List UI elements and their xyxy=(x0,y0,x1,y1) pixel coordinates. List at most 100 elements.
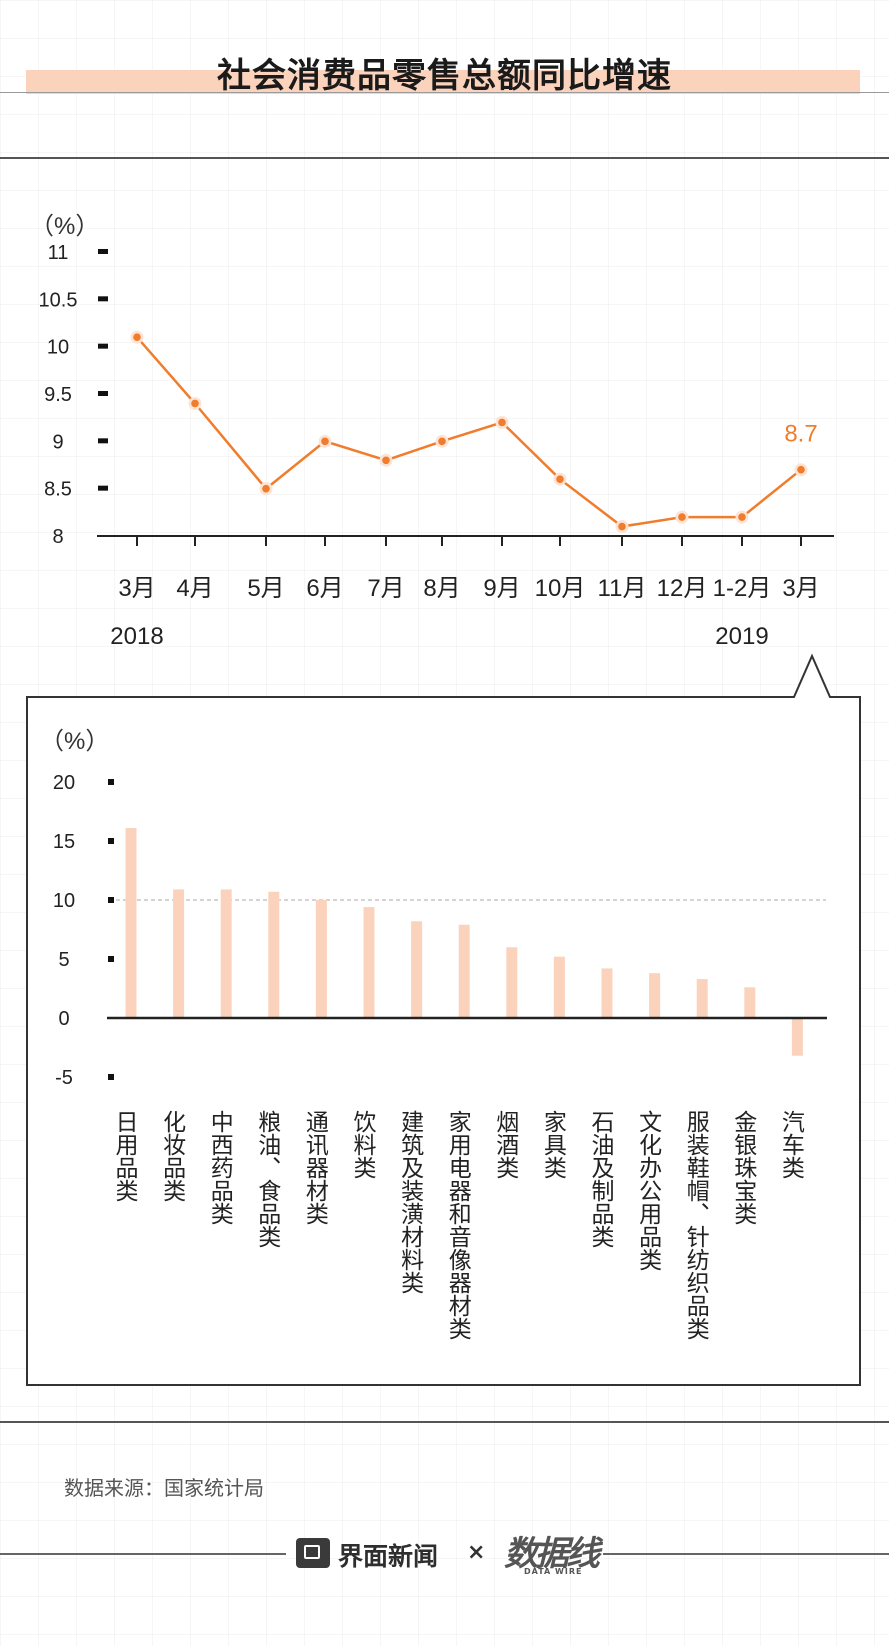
line-x-tick-label: 10月 xyxy=(535,575,586,602)
bar-y-tick-mark xyxy=(108,838,114,844)
data-source: 数据来源：国家统计局 xyxy=(64,1476,264,1500)
bar xyxy=(315,900,327,1018)
line-year-label: 2018 xyxy=(110,623,163,650)
line-x-tick-label: 8月 xyxy=(423,575,460,602)
bar xyxy=(220,889,232,1018)
line-point xyxy=(133,333,141,341)
line-point xyxy=(382,456,390,465)
line-y-tick-mark xyxy=(98,390,108,396)
bar-y-tick-label: 20 xyxy=(53,772,75,794)
line-y-tick-mark xyxy=(98,438,108,444)
footer-line-left xyxy=(0,1553,286,1555)
bar-panel xyxy=(26,653,861,1386)
line-y-tick-mark xyxy=(98,296,108,302)
bar-category-label: 粮油、食品类 xyxy=(255,1110,282,1248)
line-point xyxy=(556,475,564,483)
line-y-tick-label: 9.5 xyxy=(44,384,72,406)
line-y-tick-label: 8 xyxy=(52,526,63,548)
bar-category-label: 化妆品类 xyxy=(160,1110,187,1202)
bar-y-tick-mark xyxy=(108,956,114,962)
bar-category-label: 通讯器材类 xyxy=(302,1110,329,1225)
bar-y-tick-label: 10 xyxy=(53,890,75,912)
bar xyxy=(458,924,470,1018)
bar xyxy=(506,947,518,1018)
bar-y-tick-mark xyxy=(108,1074,114,1080)
line-point xyxy=(191,399,199,408)
bar-category-label: 饮料类 xyxy=(350,1110,377,1179)
line-y-tick-label: 9 xyxy=(52,431,63,453)
line-point xyxy=(738,513,746,521)
bar-category-label: 家具类 xyxy=(540,1110,567,1179)
line-y-tick-mark xyxy=(98,485,108,491)
line-point xyxy=(618,522,626,531)
line-chart: （%） 8 8.5 9 9.5 10 10.5 11 3月 4月 5月 6月 7月 8月 9月 10月 11月 1… xyxy=(30,213,834,650)
jiemian-logo-text: 界面新闻 xyxy=(338,1542,439,1571)
line-x-tick-label: 1-2月 xyxy=(713,575,772,602)
bar xyxy=(696,979,708,1018)
bar-category-label: 金银珠宝类 xyxy=(731,1110,758,1225)
bar-category-label: 石油及制品类 xyxy=(588,1110,615,1248)
line-point xyxy=(262,484,270,493)
bar-y-tick-label: -5 xyxy=(55,1067,73,1089)
bar-category-label: 家用电器和音像器材类 xyxy=(445,1110,472,1340)
title-highlight-band xyxy=(26,70,860,94)
line-x-tick-label: 7月 xyxy=(367,575,404,602)
line-x-tick-label: 5月 xyxy=(247,575,284,602)
bar-category-label: 建筑及装潢材料类 xyxy=(398,1110,425,1294)
bar-panel-border xyxy=(26,653,861,1386)
bar xyxy=(268,891,280,1018)
line-point xyxy=(498,418,506,427)
bar-y-tick-label: 15 xyxy=(53,831,75,853)
bar xyxy=(553,956,565,1018)
line-x-tick-label: 11月 xyxy=(598,575,647,602)
line-point xyxy=(438,437,446,446)
line-y-tick-label: 11 xyxy=(48,242,69,264)
line-point xyxy=(797,465,805,474)
jiemian-logo-icon xyxy=(296,1538,330,1568)
bar-category-label: 中西药品类 xyxy=(207,1110,233,1225)
bar-category-label: 服装鞋帽、针纺织品类 xyxy=(683,1110,710,1340)
line-x-tick-label: 12月 xyxy=(657,575,708,602)
times-sign: × xyxy=(467,1540,486,1565)
title-underline xyxy=(0,92,889,93)
bar xyxy=(125,828,137,1018)
bar xyxy=(173,889,185,1018)
bar-y-tick-mark xyxy=(108,779,114,785)
bar xyxy=(791,1018,803,1056)
line-x-tick-label: 4月 xyxy=(176,575,213,602)
bar xyxy=(411,921,423,1018)
bar-category-label: 日用品类 xyxy=(112,1110,139,1202)
line-y-tick-label: 10.5 xyxy=(39,289,78,311)
datawire-sub: DATA WIRE xyxy=(524,1567,583,1576)
line-unit-label: （%） xyxy=(30,213,99,240)
line-x-tick-label: 6月 xyxy=(306,575,343,602)
bar-category-label: 烟酒类 xyxy=(493,1110,520,1179)
bar-category-label: 文化办公用品类 xyxy=(636,1110,663,1271)
bar xyxy=(744,987,756,1018)
datawire-logo: 数据线 xyxy=(504,1534,600,1574)
bar-category-label: 汽车类 xyxy=(778,1110,805,1179)
bar-panel-frame xyxy=(26,653,861,1386)
line-point xyxy=(321,437,329,446)
line-annotation: 8.7 xyxy=(784,421,817,448)
page-title: 社会消费品零售总额同比增速 xyxy=(217,56,672,96)
line-year-label: 2019 xyxy=(715,623,768,650)
line-series xyxy=(136,336,802,528)
bar-y-tick-label: 5 xyxy=(58,949,69,971)
line-y-tick-label: 10 xyxy=(47,337,69,359)
bar-y-tick-label: 0 xyxy=(58,1008,69,1030)
line-x-tick-label: 3月 xyxy=(118,575,155,602)
header-divider xyxy=(0,157,889,159)
footer-line-right xyxy=(603,1553,889,1555)
bar xyxy=(601,968,613,1018)
bar xyxy=(363,907,375,1018)
line-x-tick-label: 9月 xyxy=(483,575,520,602)
bar-y-tick-mark xyxy=(108,897,114,903)
line-x-tick-label: 3月 xyxy=(782,575,819,602)
bar xyxy=(649,973,661,1018)
footer-divider xyxy=(0,1421,889,1423)
line-y-tick-label: 8.5 xyxy=(44,479,72,501)
bar-unit-label: （%） xyxy=(40,728,109,755)
line-y-tick-mark xyxy=(98,248,108,254)
